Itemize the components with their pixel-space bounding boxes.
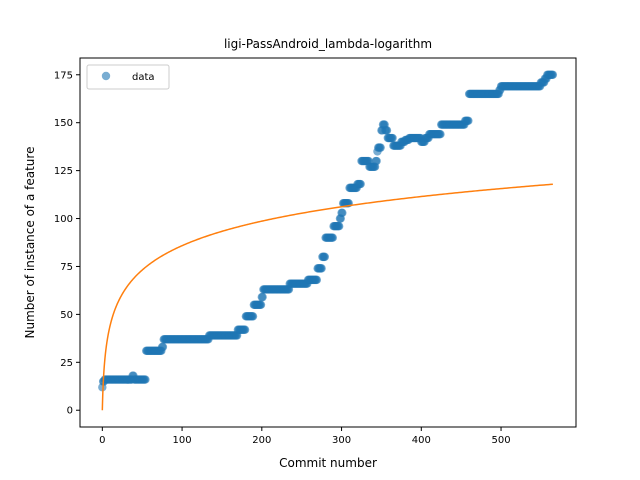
axes-frame [79, 57, 577, 428]
data-point [388, 133, 397, 143]
data-point [248, 312, 258, 321]
plot-area [98, 70, 558, 411]
data-point [334, 222, 344, 231]
data-point [141, 375, 150, 384]
legend: data [86, 64, 170, 90]
y-tick-label: 0 [67, 406, 73, 417]
y-tick-label: 150 [54, 118, 73, 129]
data-point [356, 179, 365, 189]
x-tick-label: 500 [491, 435, 510, 446]
data-point [464, 116, 473, 125]
x-axis-title: Commit number [279, 456, 377, 470]
data-point [436, 130, 445, 139]
y-tick-label: 175 [54, 70, 73, 81]
x-tick-label: 200 [252, 435, 271, 446]
fit-curve [101, 183, 553, 411]
chart-title: ligi-PassAndroid_lambda-logarithm [224, 37, 432, 51]
data-point [258, 292, 267, 302]
legend-box [86, 64, 170, 90]
x-tick-label: 400 [412, 435, 431, 446]
data-point [317, 264, 326, 273]
data-point [382, 126, 392, 135]
x-tick-label: 0 [99, 435, 105, 446]
y-axis-title: Number of instance of a feature [23, 147, 37, 339]
axes: 0 100 200 300 400 500 0 25 50 75 100 125 150 175 [54, 57, 577, 446]
data-point [158, 342, 168, 352]
x-tick-label: 100 [173, 435, 192, 446]
data-point [328, 233, 337, 242]
legend-marker-data [101, 71, 111, 81]
data-point [256, 300, 266, 309]
y-tick-label: 50 [60, 310, 73, 321]
y-tick-label: 125 [54, 166, 73, 177]
data-point [338, 208, 347, 217]
data-point [548, 70, 558, 79]
legend-label-data: data [132, 72, 155, 83]
data-point [376, 143, 385, 152]
data-point [372, 156, 381, 166]
y-tick-label: 75 [60, 262, 73, 273]
data-point [312, 275, 322, 285]
data-point [320, 252, 330, 262]
data-point [240, 325, 250, 334]
x-tick-label: 300 [332, 435, 351, 446]
y-tick-label: 100 [54, 214, 73, 225]
y-tick-label: 25 [60, 358, 73, 369]
